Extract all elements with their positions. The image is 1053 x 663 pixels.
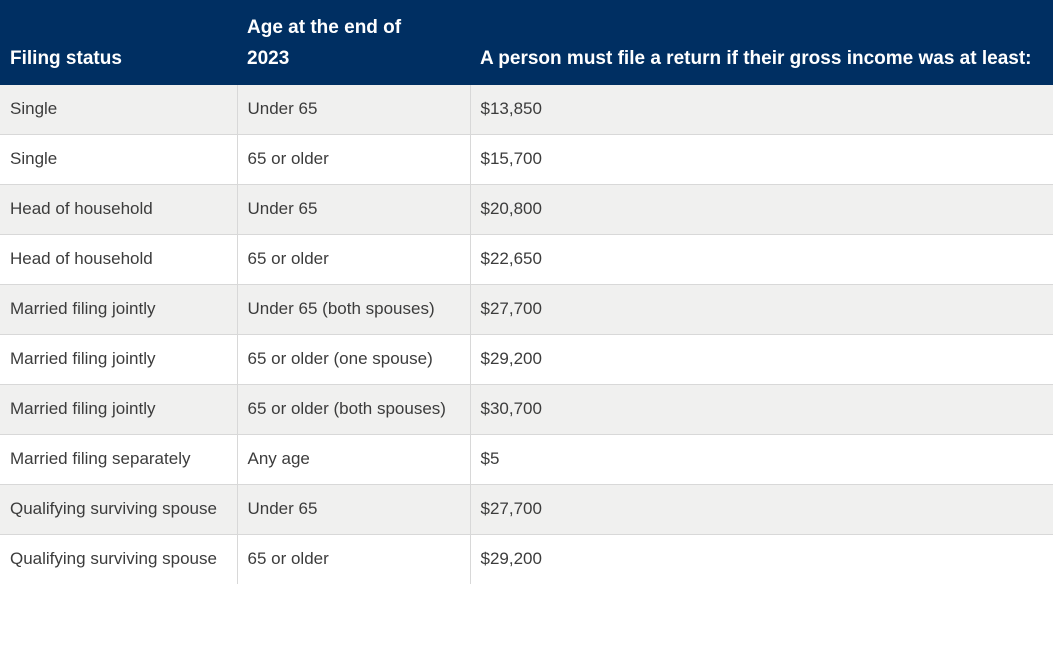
age-cell: Under 65 [236,85,470,135]
income-threshold-cell: $13,850 [469,85,1053,135]
table-header: Filing status Age at the end of 2023 A p… [0,0,1053,85]
table-row: Married filing jointly Under 65 (both sp… [0,284,1053,335]
filing-status-cell: Head of household [0,184,237,235]
filing-status-cell: Qualifying surviving spouse [0,534,237,584]
filing-status-cell: Married filing jointly [0,284,237,335]
filing-status-cell: Married filing jointly [0,334,237,385]
age-cell: 65 or older (both spouses) [236,384,470,435]
income-threshold-cell: $15,700 [469,134,1053,185]
age-cell: 65 or older [236,234,470,285]
table-row: Married filing jointly 65 or older (one … [0,334,1053,385]
income-threshold-cell: $29,200 [469,534,1053,584]
column-header-label: Age at the end of 2023 [247,17,402,69]
income-threshold-cell: $27,700 [469,484,1053,535]
income-threshold-cell: $29,200 [469,334,1053,385]
age-cell: Under 65 [236,184,470,235]
table-header-row: Filing status Age at the end of 2023 A p… [0,0,1053,85]
age-cell: 65 or older [236,134,470,185]
income-threshold-cell: $22,650 [469,234,1053,285]
income-threshold-cell: $20,800 [469,184,1053,235]
table-row: Married filing separately Any age $5 [0,434,1053,485]
table-row: Head of household 65 or older $22,650 [0,234,1053,285]
column-header-filing-status: Filing status [0,0,237,85]
filing-status-cell: Married filing separately [0,434,237,485]
filing-status-cell: Qualifying surviving spouse [0,484,237,535]
table-row: Head of household Under 65 $20,800 [0,184,1053,235]
income-threshold-cell: $30,700 [469,384,1053,435]
table-row: Married filing jointly 65 or older (both… [0,384,1053,435]
age-cell: Under 65 [236,484,470,535]
table-row: Single Under 65 $13,850 [0,85,1053,135]
filing-requirements-table: Filing status Age at the end of 2023 A p… [0,0,1053,584]
age-cell: 65 or older (one spouse) [236,334,470,385]
column-header-label: Filing status [10,48,122,69]
age-cell: 65 or older [236,534,470,584]
age-cell: Under 65 (both spouses) [236,284,470,335]
table-row: Qualifying surviving spouse 65 or older … [0,534,1053,584]
filing-status-cell: Single [0,134,237,185]
filing-status-cell: Head of household [0,234,237,285]
filing-status-cell: Married filing jointly [0,384,237,435]
column-header-age: Age at the end of 2023 [237,0,470,85]
income-threshold-cell: $5 [469,434,1053,485]
column-header-income-threshold: A person must file a return if their gro… [470,0,1053,85]
table-row: Qualifying surviving spouse Under 65 $27… [0,484,1053,535]
age-cell: Any age [236,434,470,485]
filing-status-cell: Single [10,99,58,118]
table-body: Single Under 65 $13,850 Single 65 or old… [0,85,1053,584]
income-threshold-cell: $27,700 [469,284,1053,335]
table-row: Single 65 or older $15,700 [0,134,1053,185]
column-header-label: A person must file a return if their gro… [480,48,1032,69]
